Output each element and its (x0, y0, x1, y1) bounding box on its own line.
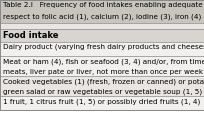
Text: Table 2.I   Frequency of food intakes enabling adequate mac: Table 2.I Frequency of food intakes enab… (3, 2, 204, 8)
Text: Dairy product (varying fresh dairy products and cheeses) (1, 2, 3): Dairy product (varying fresh dairy produ… (3, 44, 204, 51)
Bar (0, 76, 204, 96)
Text: Meat or ham (4), fish or seafood (3, 4) and/or, from time to time, egg (: Meat or ham (4), fish or seafood (3, 4) … (3, 58, 204, 65)
Bar (0, 56, 204, 76)
Bar (0, 96, 204, 110)
Text: meats, liver pate or liver, not more than once per week (1, 4): meats, liver pate or liver, not more tha… (3, 68, 204, 75)
Bar (0, 29, 204, 42)
Bar (0, 23, 204, 29)
Bar (0, 0, 204, 23)
Bar (0, 42, 204, 56)
Text: 1 fruit, 1 citrus fruit (1, 5) or possibly dried fruits (1, 4): 1 fruit, 1 citrus fruit (1, 5) or possib… (3, 98, 200, 105)
Text: Food intake: Food intake (3, 31, 59, 40)
Bar (0, 0, 204, 110)
Text: Cooked vegetables (1) (fresh, frozen or canned) or potatoes, rice, past: Cooked vegetables (1) (fresh, frozen or … (3, 78, 204, 85)
Text: green salad or raw vegetables or vegetable soup (1, 5): green salad or raw vegetables or vegetab… (3, 88, 202, 95)
Text: respect to folic acid (1), calcium (2), iodine (3), iron (4) and v: respect to folic acid (1), calcium (2), … (3, 13, 204, 20)
